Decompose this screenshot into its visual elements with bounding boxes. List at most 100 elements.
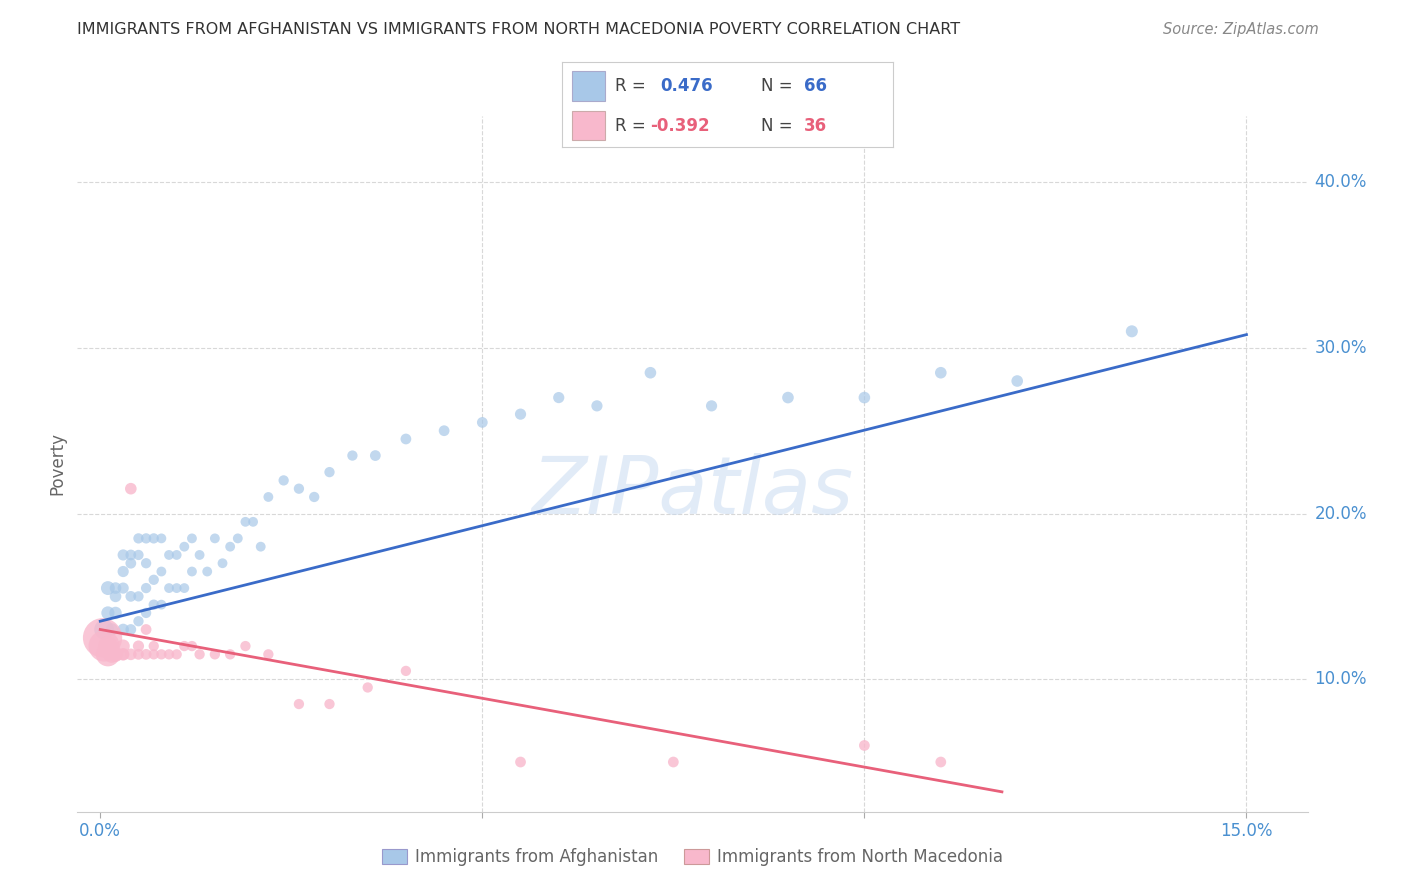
Point [135, 556, 157, 570]
Text: N =: N = [761, 77, 797, 95]
Point [135, 581, 157, 595]
Text: 30.0%: 30.0% [1315, 339, 1367, 357]
Point [150, 565, 173, 579]
Point [219, 540, 242, 554]
Point [112, 648, 135, 662]
Point [173, 581, 195, 595]
Point [853, 391, 876, 405]
Point [226, 532, 249, 546]
Point [235, 639, 257, 653]
Point [166, 648, 188, 662]
Point [100, 648, 122, 662]
Point [135, 532, 157, 546]
Point [166, 548, 188, 562]
Point [219, 648, 242, 662]
Point [97, 606, 120, 620]
Text: R =: R = [616, 77, 657, 95]
Point [157, 581, 180, 595]
Point [127, 614, 149, 628]
Point [640, 366, 662, 380]
Text: Source: ZipAtlas.com: Source: ZipAtlas.com [1163, 22, 1319, 37]
Point [211, 556, 233, 570]
Point [150, 598, 173, 612]
Point [150, 648, 173, 662]
Point [127, 548, 149, 562]
Legend: Immigrants from Afghanistan, Immigrants from North Macedonia: Immigrants from Afghanistan, Immigrants … [375, 842, 1010, 873]
Point [288, 697, 311, 711]
Point [127, 532, 149, 546]
Text: 66: 66 [804, 77, 827, 95]
Point [586, 399, 609, 413]
Point [120, 556, 142, 570]
Point [112, 623, 135, 637]
Point [181, 639, 204, 653]
Point [120, 548, 142, 562]
Point [204, 532, 226, 546]
Point [173, 540, 195, 554]
Point [547, 391, 569, 405]
Point [318, 465, 340, 479]
Point [97, 581, 120, 595]
Text: 0.476: 0.476 [659, 77, 713, 95]
Point [662, 755, 685, 769]
Point [195, 565, 218, 579]
Text: ZIPatlas: ZIPatlas [531, 452, 853, 531]
Point [395, 432, 418, 446]
Point [342, 449, 364, 463]
Text: 10.0%: 10.0% [1315, 670, 1367, 689]
Point [120, 623, 142, 637]
Text: 40.0%: 40.0% [1315, 173, 1367, 191]
Point [288, 482, 311, 496]
Point [1005, 374, 1028, 388]
Point [104, 606, 127, 620]
Point [135, 623, 157, 637]
Point [104, 648, 127, 662]
Point [166, 581, 188, 595]
Point [357, 681, 380, 695]
Point [100, 623, 122, 637]
Point [104, 648, 127, 662]
Point [157, 548, 180, 562]
Point [104, 590, 127, 604]
Point [120, 648, 142, 662]
Point [853, 739, 876, 753]
Point [249, 540, 271, 554]
Point [173, 639, 195, 653]
Point [120, 590, 142, 604]
Y-axis label: Poverty: Poverty [48, 433, 66, 495]
Point [112, 648, 135, 662]
Point [188, 548, 211, 562]
Text: N =: N = [761, 117, 797, 135]
FancyBboxPatch shape [572, 71, 606, 101]
Point [120, 482, 142, 496]
Point [181, 565, 204, 579]
Point [1121, 324, 1143, 338]
Point [127, 648, 149, 662]
Point [142, 573, 165, 587]
Point [302, 490, 325, 504]
Point [91, 631, 114, 645]
Point [135, 606, 157, 620]
Point [127, 639, 149, 653]
Text: -0.392: -0.392 [650, 117, 710, 135]
Point [929, 755, 952, 769]
Text: IMMIGRANTS FROM AFGHANISTAN VS IMMIGRANTS FROM NORTH MACEDONIA POVERTY CORRELATI: IMMIGRANTS FROM AFGHANISTAN VS IMMIGRANT… [77, 22, 960, 37]
Point [104, 581, 127, 595]
Point [150, 532, 173, 546]
Text: 36: 36 [804, 117, 827, 135]
Point [204, 648, 226, 662]
Point [142, 639, 165, 653]
Point [181, 532, 204, 546]
Point [127, 590, 149, 604]
FancyBboxPatch shape [572, 111, 606, 140]
Point [929, 366, 952, 380]
Point [93, 623, 115, 637]
Point [97, 648, 120, 662]
Point [471, 416, 494, 430]
Point [142, 532, 165, 546]
Point [112, 581, 135, 595]
Point [188, 648, 211, 662]
Point [135, 648, 157, 662]
Text: 20.0%: 20.0% [1315, 505, 1367, 523]
Point [112, 565, 135, 579]
